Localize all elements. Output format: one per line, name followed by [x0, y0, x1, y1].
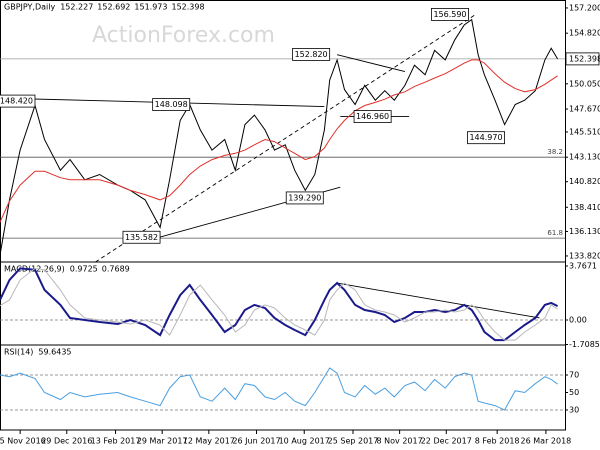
x-tick-label: 15 Nov 2016 — [0, 437, 46, 446]
y-tick-label: 3.7671 — [569, 261, 597, 270]
last-price-label: 152.398 — [569, 54, 600, 63]
header-value: 152.398 — [171, 3, 204, 12]
series-line — [0, 59, 558, 223]
x-tick-label: 12 May 2017 — [183, 437, 235, 446]
panel-title: GBPJPY,Daily — [4, 3, 55, 12]
annotation-label: 148.420 — [0, 97, 33, 106]
annotation-label: 156.590 — [433, 10, 466, 19]
x-tick-label: 29 Mar 2017 — [137, 437, 188, 446]
trendline — [336, 54, 406, 73]
x-tick-label: 8 Nov 2017 — [377, 437, 423, 446]
rsi-frame — [0, 344, 566, 431]
annotation-box — [431, 8, 469, 21]
annotation-label: 135.582 — [125, 233, 158, 242]
y-tick-label: 138.410 — [569, 203, 600, 212]
x-tick-label: 8 Feb 2018 — [475, 437, 520, 446]
panel-title: RSI(14) — [4, 348, 33, 357]
trendline — [95, 14, 476, 263]
annotation-box — [353, 110, 392, 123]
y-tick-label: 157.200 — [569, 3, 600, 12]
y-tick-label: 154.820 — [569, 29, 600, 38]
series-line — [0, 267, 559, 342]
header-value: 152.692 — [97, 3, 130, 12]
y-tick-label: 133.820 — [569, 251, 600, 260]
annotation-label: 148.098 — [155, 100, 188, 109]
y-tick-label: 140.820 — [569, 177, 600, 186]
y-tick-label: 70 — [569, 370, 579, 379]
x-tick-label: 26 Jun 2017 — [232, 437, 280, 446]
series-line — [0, 267, 558, 341]
level-label: 61.8 — [547, 229, 563, 237]
x-tick-label: 22 Dec 2017 — [421, 437, 472, 446]
x-tick-label: 29 Dec 2016 — [41, 437, 92, 446]
annotation-box — [467, 131, 505, 145]
y-tick-label: 30 — [569, 405, 579, 414]
annotation-box — [292, 48, 331, 61]
x-tick-label: 10 Aug 2017 — [279, 437, 330, 446]
annotation-box — [152, 98, 191, 111]
series-line — [0, 367, 558, 411]
header-value: 151.973 — [134, 3, 167, 12]
y-tick-label: 143.130 — [569, 153, 600, 162]
header-value: 0.9725 — [70, 265, 98, 274]
x-tick-label: 25 Sep 2017 — [328, 437, 379, 446]
header-value: 59.6435 — [38, 348, 71, 357]
annotation-box — [285, 191, 324, 205]
annotation-box — [122, 230, 161, 244]
y-tick-label: -1.7085 — [569, 340, 600, 349]
header-value: 0.7689 — [102, 265, 130, 274]
x-tick-label: 26 Mar 2018 — [521, 437, 572, 446]
y-tick-label: 147.670 — [569, 105, 600, 114]
last-price-box — [565, 52, 600, 66]
annotation-label: 139.290 — [288, 193, 321, 202]
trendline — [337, 282, 540, 319]
header-value: 152.227 — [60, 3, 93, 12]
y-tick-label: 145.510 — [569, 127, 600, 136]
watermark: ActionForex.com — [92, 23, 275, 48]
annotation-label: 146.960 — [356, 112, 389, 121]
y-tick-label: 136.130 — [569, 227, 600, 236]
annotation-box — [0, 94, 36, 108]
y-tick-label: 0.00 — [569, 315, 587, 324]
x-tick-label: 13 Feb 2017 — [91, 437, 141, 446]
annotation-label: 144.970 — [469, 133, 502, 142]
annotation-label: 152.820 — [295, 50, 328, 59]
y-tick-label: 150.050 — [569, 79, 600, 88]
level-label: 38.2 — [547, 148, 563, 156]
y-tick-label: 50 — [569, 388, 579, 397]
